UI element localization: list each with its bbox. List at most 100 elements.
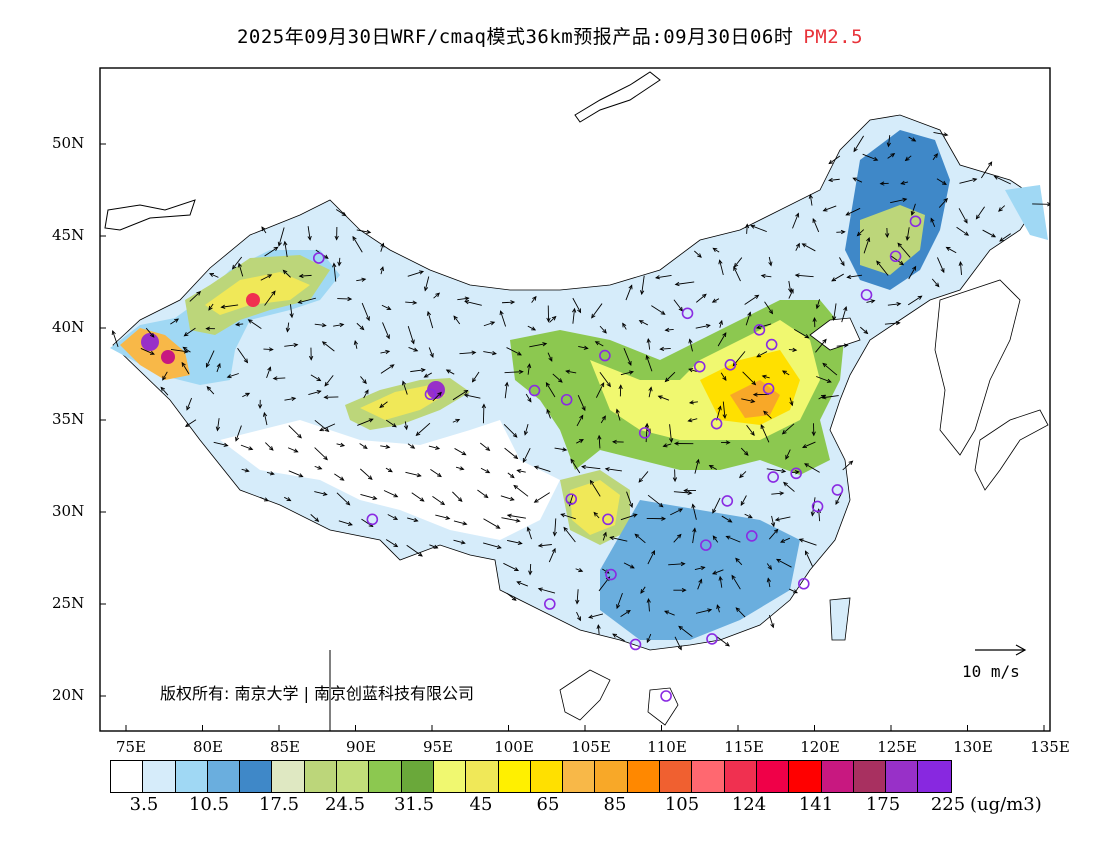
- wind-arrowhead: [602, 328, 607, 334]
- wind-arrowhead: [846, 274, 852, 279]
- wind-arrow: [692, 504, 697, 520]
- wind-arrow: [761, 275, 772, 278]
- wind-arrow: [994, 175, 1011, 185]
- wind-arrowhead: [761, 374, 767, 379]
- wind-arrow: [646, 633, 652, 643]
- wind-arrowhead: [183, 332, 189, 337]
- wind-arrow: [762, 375, 770, 379]
- wind-arrow: [503, 562, 519, 571]
- wind-arrow: [740, 495, 747, 506]
- wind-arrow: [410, 369, 425, 373]
- wind-arrow: [554, 518, 557, 536]
- wind-arrow: [640, 586, 646, 594]
- wind-arrow: [741, 398, 755, 403]
- xinjiang-north-yellow: [205, 272, 310, 315]
- wind-arrowhead: [359, 325, 365, 331]
- wind-arrow: [980, 161, 993, 179]
- colorbar-swatch: [853, 761, 887, 792]
- wind-arrow: [572, 308, 575, 324]
- wind-arrowhead: [367, 475, 373, 480]
- wind-arrowhead: [321, 323, 327, 328]
- wind-arrowhead: [504, 381, 509, 387]
- wind-arrowhead: [512, 433, 518, 438]
- wind-arrowhead: [722, 414, 727, 420]
- wind-arrow: [352, 236, 363, 253]
- wind-arrow: [232, 256, 243, 270]
- wind-arrow: [501, 301, 515, 304]
- colorbar: [110, 760, 952, 793]
- wind-arrow: [283, 270, 291, 278]
- wind-arrow: [620, 514, 637, 521]
- wind-arrowhead: [911, 137, 917, 142]
- wind-arrow: [266, 471, 274, 475]
- wind-arrowhead: [244, 468, 250, 473]
- wind-reference-arrowhead: [1015, 644, 1027, 656]
- wind-arrow: [602, 532, 607, 541]
- wind-arrowhead: [801, 243, 807, 248]
- wind-arrow: [836, 344, 848, 347]
- south-china-blue: [600, 500, 800, 640]
- wind-arrowhead: [705, 323, 711, 329]
- wind-arrow: [162, 371, 168, 381]
- wind-arrowhead: [149, 332, 155, 338]
- wind-arrow: [740, 447, 749, 456]
- wind-arrow: [112, 330, 119, 348]
- wind-arrowhead: [490, 321, 496, 326]
- wind-arrowhead: [583, 345, 589, 350]
- wind-arrowhead: [822, 362, 828, 368]
- wind-arrow: [561, 513, 576, 520]
- wind-arrowhead: [518, 369, 524, 375]
- wind-arrow: [453, 315, 461, 325]
- wind-arrow: [181, 362, 190, 375]
- wind-arrowhead: [272, 376, 278, 381]
- wind-arrowhead: [783, 481, 788, 487]
- wind-arrowhead: [293, 448, 299, 453]
- wind-arrow: [209, 273, 219, 278]
- wind-arrowhead: [712, 247, 718, 253]
- wind-arrow: [610, 536, 628, 542]
- colorbar-swatch: [789, 761, 822, 792]
- wind-arrowhead: [309, 355, 314, 361]
- wind-arrowhead: [268, 347, 274, 352]
- wind-arrow: [554, 447, 567, 451]
- wind-arrowhead: [347, 296, 353, 302]
- wind-arrow: [763, 410, 772, 419]
- wind-arrowhead: [245, 392, 251, 397]
- wind-arrowhead: [542, 342, 548, 347]
- wind-arrow: [658, 395, 670, 401]
- wind-arrowhead: [718, 575, 723, 581]
- wind-arrow: [638, 471, 649, 483]
- wind-arrow: [771, 492, 784, 495]
- wind-arrowhead: [840, 261, 845, 267]
- wind-arrow: [513, 485, 529, 497]
- wind-arrow: [504, 371, 523, 374]
- wind-arrowhead: [672, 477, 678, 483]
- wind-arrowhead: [557, 378, 563, 383]
- wind-arrowhead: [423, 286, 429, 292]
- bohai-sea: [809, 317, 861, 351]
- wind-arrow: [427, 311, 434, 329]
- station-marker: [312, 252, 325, 264]
- wind-arrow: [407, 325, 415, 344]
- wind-arrow: [720, 372, 727, 381]
- wind-arrowhead: [664, 377, 670, 383]
- wind-arrow: [538, 544, 552, 547]
- station-marker: [366, 513, 379, 526]
- wind-arrowhead: [445, 515, 451, 520]
- wind-arrowhead: [220, 304, 226, 309]
- wind-arrow: [735, 607, 746, 618]
- station-marker: [860, 289, 873, 301]
- wind-arrow: [788, 289, 794, 299]
- wind-arrowhead: [464, 300, 470, 305]
- wind-arrowhead: [307, 235, 312, 241]
- wind-arrow: [504, 382, 508, 399]
- station-marker: [797, 577, 810, 590]
- wind-arrow: [480, 467, 490, 474]
- station-marker: [602, 513, 614, 526]
- wind-arrowhead: [793, 589, 798, 594]
- wind-arrow: [527, 527, 532, 540]
- wind-arrow: [598, 576, 610, 592]
- wind-arrow: [380, 364, 395, 374]
- station-marker: [909, 215, 922, 228]
